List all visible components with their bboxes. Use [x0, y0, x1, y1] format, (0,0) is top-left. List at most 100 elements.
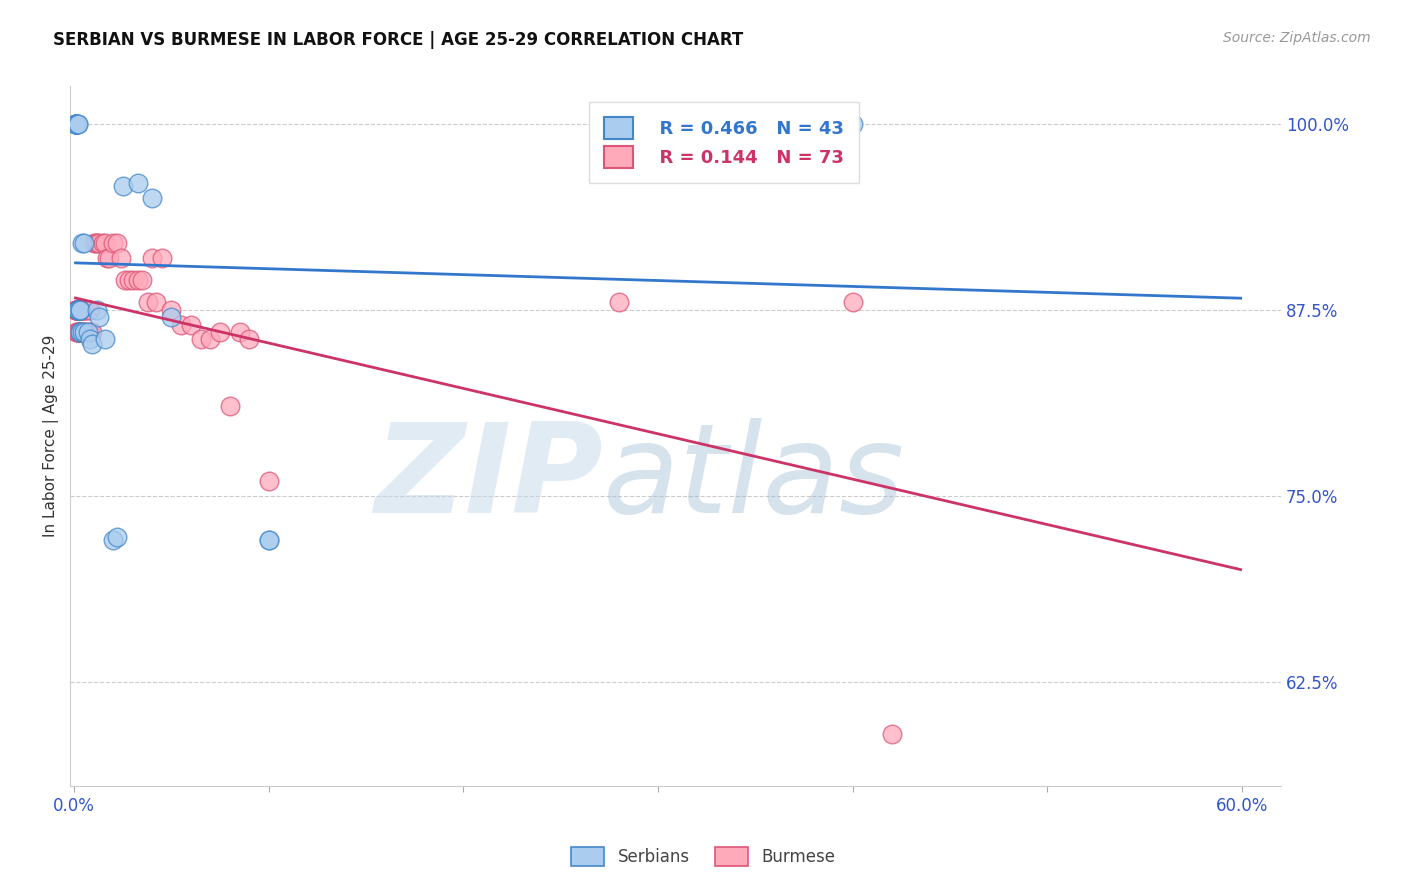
- Point: [200, 333, 222, 347]
- Point: [80, 325, 103, 339]
- Point: [79, 325, 101, 339]
- Point: [69, 302, 91, 317]
- Point: [89, 235, 111, 250]
- Point: [65, 302, 87, 317]
- Point: [96, 251, 118, 265]
- Point: [66, 302, 89, 317]
- Point: [65, 117, 87, 131]
- Point: [66, 302, 89, 317]
- Point: [880, 727, 903, 741]
- Point: [66, 325, 89, 339]
- Point: [70, 235, 93, 250]
- Point: [73, 302, 96, 317]
- Point: [70, 325, 93, 339]
- Point: [69, 325, 91, 339]
- Point: [66, 325, 89, 339]
- Point: [69, 325, 91, 339]
- Point: [65, 117, 87, 131]
- Point: [73, 235, 96, 250]
- Point: [607, 295, 630, 310]
- Point: [65, 302, 87, 317]
- Point: [69, 325, 91, 339]
- Text: SERBIAN VS BURMESE IN LABOR FORCE | AGE 25-29 CORRELATION CHART: SERBIAN VS BURMESE IN LABOR FORCE | AGE …: [53, 31, 744, 49]
- Point: [127, 176, 149, 190]
- Point: [114, 273, 136, 287]
- Point: [98, 251, 121, 265]
- Point: [69, 302, 91, 317]
- Point: [69, 302, 91, 317]
- Point: [66, 325, 89, 339]
- Point: [131, 273, 153, 287]
- Point: [101, 533, 124, 548]
- Point: [86, 235, 108, 250]
- Point: [76, 302, 98, 317]
- Point: [257, 533, 280, 548]
- Point: [65, 117, 87, 131]
- Point: [65, 117, 87, 131]
- Point: [69, 325, 91, 339]
- Point: [257, 474, 280, 488]
- Point: [69, 302, 91, 317]
- Point: [66, 302, 89, 317]
- Point: [65, 302, 87, 317]
- Point: [70, 325, 93, 339]
- Point: [65, 302, 87, 317]
- Point: [65, 117, 87, 131]
- Point: [75, 302, 97, 317]
- Point: [66, 117, 89, 131]
- Point: [65, 117, 87, 131]
- Point: [105, 235, 128, 250]
- Point: [66, 302, 89, 317]
- Point: [160, 302, 183, 317]
- Point: [160, 310, 183, 325]
- Point: [69, 302, 91, 317]
- Point: [170, 318, 193, 332]
- Point: [73, 325, 96, 339]
- Point: [94, 235, 117, 250]
- Point: [69, 325, 91, 339]
- Point: [66, 302, 89, 317]
- Point: [75, 325, 97, 339]
- Point: [101, 235, 124, 250]
- Point: [66, 302, 89, 317]
- Point: [91, 235, 114, 250]
- Point: [190, 333, 212, 347]
- Point: [86, 302, 108, 317]
- Point: [145, 295, 167, 310]
- Text: ZIP: ZIP: [374, 417, 603, 539]
- Point: [150, 251, 173, 265]
- Point: [83, 235, 105, 250]
- Point: [238, 333, 260, 347]
- Point: [127, 273, 149, 287]
- Point: [65, 325, 87, 339]
- Point: [94, 333, 117, 347]
- Point: [66, 117, 89, 131]
- Point: [66, 302, 89, 317]
- Point: [105, 531, 128, 545]
- Y-axis label: In Labor Force | Age 25-29: In Labor Force | Age 25-29: [44, 335, 59, 538]
- Point: [66, 302, 89, 317]
- Point: [79, 302, 101, 317]
- Point: [66, 325, 89, 339]
- Legend: Serbians, Burmese: Serbians, Burmese: [564, 840, 842, 873]
- Point: [110, 251, 132, 265]
- Text: Source: ZipAtlas.com: Source: ZipAtlas.com: [1223, 31, 1371, 45]
- Point: [136, 295, 159, 310]
- Point: [209, 325, 232, 339]
- Point: [228, 325, 250, 339]
- Point: [121, 273, 143, 287]
- Point: [141, 191, 163, 205]
- Point: [65, 117, 87, 131]
- Point: [76, 325, 98, 339]
- Point: [180, 318, 202, 332]
- Point: [841, 117, 863, 131]
- Point: [141, 251, 163, 265]
- Point: [70, 302, 93, 317]
- Text: atlas: atlas: [603, 417, 905, 539]
- Point: [65, 302, 87, 317]
- Point: [80, 337, 103, 351]
- Point: [89, 310, 111, 325]
- Point: [218, 400, 240, 414]
- Point: [70, 302, 93, 317]
- Point: [66, 325, 89, 339]
